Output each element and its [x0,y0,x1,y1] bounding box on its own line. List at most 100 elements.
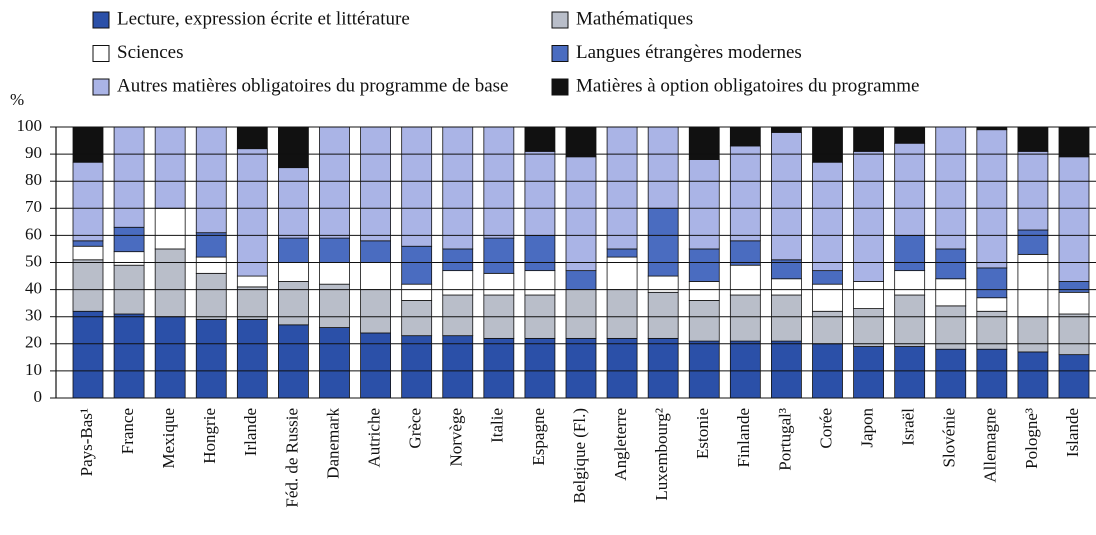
bar-segment [278,281,309,326]
bar-segment [729,145,761,242]
bar-segment [688,159,720,250]
legend-swatch [92,78,110,96]
bar-segment [565,126,597,158]
x-tick-label: France [118,408,137,454]
legend-swatch [551,45,569,62]
bar-segment [976,267,1008,299]
bar-segment [976,297,1008,312]
x-tick-label: Italie [488,408,507,443]
bar-segment [360,262,391,291]
legend-label: Langues étrangères modernes [576,42,802,63]
bar-segment [360,332,391,399]
bar-segment [565,337,597,399]
x-tick-label: Estonie [693,408,712,459]
bar-segment [113,126,145,228]
x-tick-label: Autriche [364,408,383,467]
bar-segment [154,248,186,318]
x-tick-label: Israël [899,408,918,446]
bar-segment [688,340,720,399]
bar-segment [688,126,720,160]
bar-segment [935,126,967,250]
bar-segment [319,327,350,399]
bar-segment [729,264,761,296]
bar-segment [688,281,720,301]
bar-segment [401,126,433,247]
legend-swatch [551,11,569,29]
x-tick-label: Mexique [159,408,178,468]
bar-segment [1017,229,1049,255]
bar-segment [935,248,967,280]
bar-segment [894,234,926,272]
bar-segment [976,310,1008,350]
bar-segment [771,132,802,261]
y-axis-label: % [10,90,24,109]
bar-segment [812,161,843,272]
legend-swatch [92,11,110,29]
x-tick-label: Corée [816,408,835,449]
bar-segment [853,126,884,152]
x-tick-label: Pays-Bas¹ [77,408,96,476]
bar-segment [278,237,309,263]
bar-segment [360,240,391,263]
bar-segment [1017,316,1049,353]
bar-segment [771,278,802,296]
y-tick-label: 70 [25,197,42,216]
bar-segment [401,300,433,337]
bar-segment [853,150,884,282]
bar-segment [483,237,515,274]
bar-segment [812,270,843,285]
bar-segment [1058,313,1090,356]
bar-segment [524,337,556,399]
bar-segment [154,207,186,250]
bar-segment [1017,126,1049,152]
bar-segment [278,167,309,239]
bar-segment [853,281,884,309]
bar-segment [524,270,556,296]
x-tick-label: Islande [1063,408,1082,457]
bar-segment [1058,291,1090,315]
bar-segment [688,300,720,342]
bar-segment [236,148,268,277]
x-tick-label: Pologne³ [1022,408,1041,469]
bar-segment [812,283,843,312]
bar-segment [894,142,926,236]
x-tick-label: Angleterre [611,408,630,481]
bar-segment [236,126,268,150]
x-tick-label: Espagne [529,408,548,466]
bar-segment [565,270,597,291]
bar-segment [894,270,926,296]
bar-segment [442,335,474,399]
bar-segment [935,278,967,307]
bar-segment [72,259,104,312]
bar-segment [195,232,227,258]
legend-label: Sciences [117,42,183,63]
bar-segment [524,150,556,236]
bar-segment [1058,354,1090,399]
bar-segment [976,348,1008,399]
bar-segment [647,207,679,277]
bar-segment [72,126,104,163]
y-tick-label: 0 [34,387,43,406]
legend-swatch [551,78,569,96]
bar-segment [483,337,515,399]
y-tick-label: 50 [25,251,42,270]
bar-segment [647,337,679,399]
x-tick-label: Portugal³ [775,408,794,471]
bar-segment [401,335,433,399]
bar-segment [894,126,926,144]
bar-segment [278,126,309,169]
bar-segment [729,240,761,266]
x-tick-label: Hongrie [200,408,219,464]
bar-segment [401,283,433,301]
bar-segment [442,294,474,337]
bar-segment [1017,150,1049,231]
bar-segment [360,289,391,334]
bar-segment [483,272,515,296]
bar-segment [360,126,391,242]
bar-segment [853,346,884,399]
bar-segment [319,237,350,263]
bar-segment [524,234,556,272]
bar-segment [935,348,967,399]
bar-segment [812,310,843,345]
